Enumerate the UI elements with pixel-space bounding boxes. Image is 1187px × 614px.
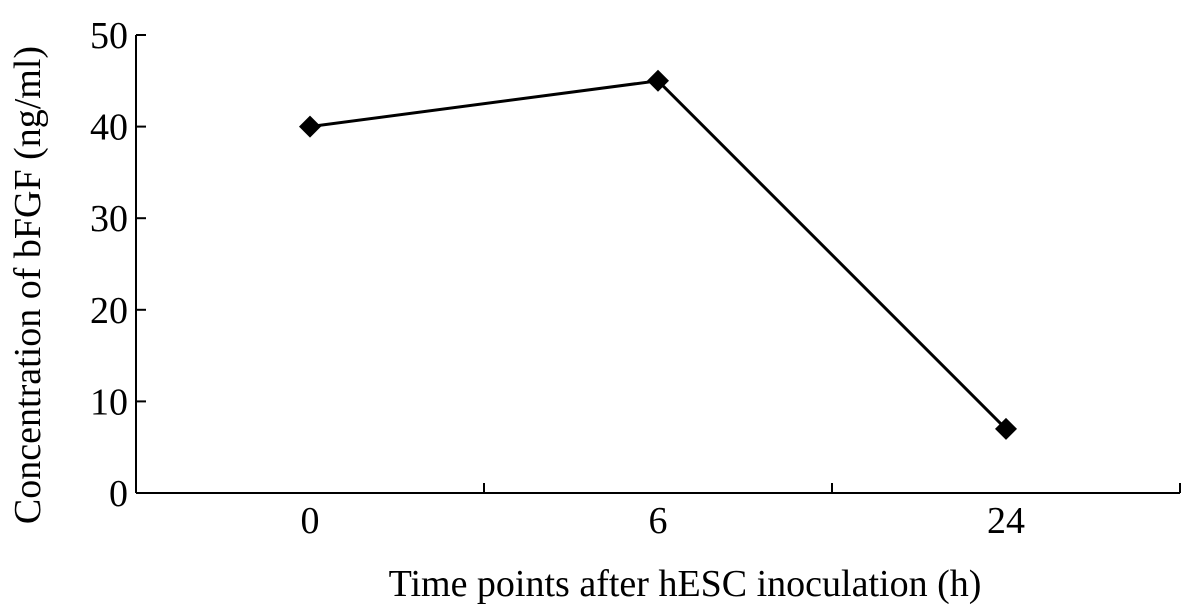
y-tick-label: 30 [90,198,128,240]
x-tick-label: 0 [301,500,320,542]
y-tick-label: 20 [90,290,128,332]
axes: 0 10 20 30 40 50 0 6 24 [90,15,1181,542]
x-tick-label: 6 [649,500,668,542]
data-point-marker [647,69,669,92]
x-axis-title: Time points after hESC inoculation (h) [389,563,982,605]
data-point-marker [299,115,321,138]
y-tick-label: 40 [90,107,128,149]
y-axis-title: Concentration of bFGF (ng/ml) [7,46,49,524]
y-tick-label: 50 [90,15,128,57]
y-tick-label: 10 [90,381,128,423]
x-tick-label: 24 [987,500,1025,542]
series-line [309,79,1008,430]
data-point-marker [995,417,1017,440]
series-layer [299,69,1017,440]
y-tick-label: 0 [109,473,128,515]
